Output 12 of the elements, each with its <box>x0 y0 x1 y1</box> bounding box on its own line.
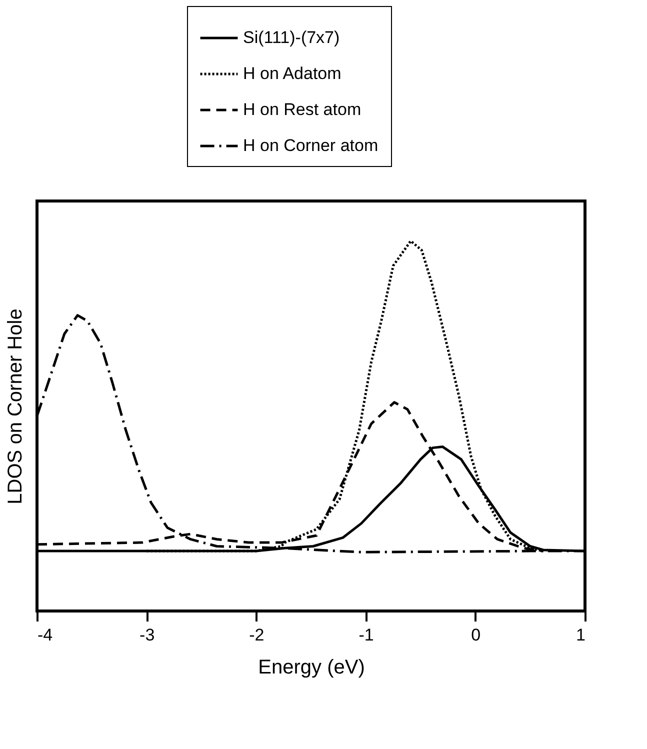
x-tick-label: -1 <box>358 626 374 644</box>
legend-label: Si(111)-(7x7) <box>243 28 340 47</box>
legend-label: H on Adatom <box>243 64 342 83</box>
y-axis-title: LDOS on Corner Hole <box>4 308 26 504</box>
x-axis-title: Energy (eV) <box>258 656 365 678</box>
x-tick-label: -3 <box>140 626 155 644</box>
legend-label: H on Rest atom <box>243 100 362 119</box>
x-tick-label: 1 <box>576 626 586 644</box>
x-tick-label: 0 <box>471 626 481 644</box>
legend-label: H on Corner atom <box>243 136 378 155</box>
x-tick-label: -2 <box>249 626 264 644</box>
x-tick-label: -4 <box>38 626 53 644</box>
